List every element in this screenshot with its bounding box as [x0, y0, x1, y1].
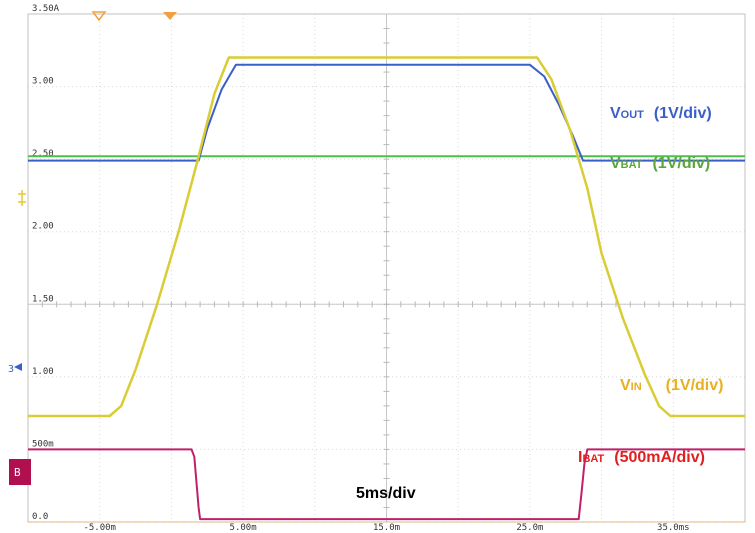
y-tick-label: 3.00: [32, 77, 54, 87]
label-ibat: IBAT (500mA/div): [578, 449, 705, 466]
channel-3-arrow-icon: [14, 363, 22, 371]
y-tick-label: 2.00: [32, 222, 54, 232]
label-vbat: VBAT (1V/div): [610, 155, 710, 172]
x-tick-label: 15.0m: [373, 523, 400, 533]
y-tick-label: 1.00: [32, 367, 54, 377]
grid: [27, 13, 746, 523]
channel-b-box: [9, 459, 31, 485]
x-tick-label: 25.0m: [516, 523, 543, 533]
channel-3-marker: 3: [8, 363, 22, 375]
label-vbat-sub: BAT: [621, 159, 643, 171]
trace-ibat: [28, 448, 745, 521]
label-vin: VIN (1V/div): [620, 377, 723, 394]
label-ibat-div: (500mA/div): [614, 449, 705, 466]
label-vin-div: (1V/div): [666, 377, 724, 394]
label-vout-main: V: [610, 105, 621, 122]
label-vout-sub: OUT: [621, 109, 645, 121]
label-vin-sub: IN: [631, 381, 642, 393]
trace-vin: [28, 56, 745, 418]
trigger-marker-solid-icon: [163, 12, 177, 20]
tick-labels: 3.50A 3.00 2.50 2.00 1.50 1.00 500m 0.0 -5.00m 5.…: [32, 4, 690, 533]
trace-vout: [28, 63, 745, 162]
y-tick-label: 0.0: [32, 512, 48, 522]
label-ibat-main: I: [578, 449, 582, 466]
label-ibat-sub: BAT: [582, 453, 604, 465]
y-tick-label: 1.50: [32, 294, 54, 304]
channel-b-label: B: [14, 466, 21, 479]
label-vin-main: V: [620, 377, 631, 394]
x-tick-label: 35.0ms: [657, 523, 690, 533]
label-vbat-div: (1V/div): [652, 155, 710, 172]
x-tick-label: 5.00m: [230, 523, 257, 533]
trigger-marker-hollow-icon: [91, 11, 107, 22]
channel-b-marker: B: [9, 459, 31, 485]
y-tick-label: 500m: [32, 439, 54, 449]
traces: [28, 56, 745, 521]
timebase-label: 5ms/div: [356, 485, 416, 502]
label-vout: VOUT (1V/div): [610, 105, 712, 122]
y-tick-label: 3.50A: [32, 4, 60, 14]
label-vout-div: (1V/div): [654, 105, 712, 122]
y-tick-label: 2.50: [32, 149, 54, 159]
trigger-level-icon: [18, 190, 26, 206]
channel-3-label: 3: [8, 364, 14, 375]
x-tick-label: -5.00m: [83, 523, 116, 533]
label-vbat-main: V: [610, 155, 621, 172]
